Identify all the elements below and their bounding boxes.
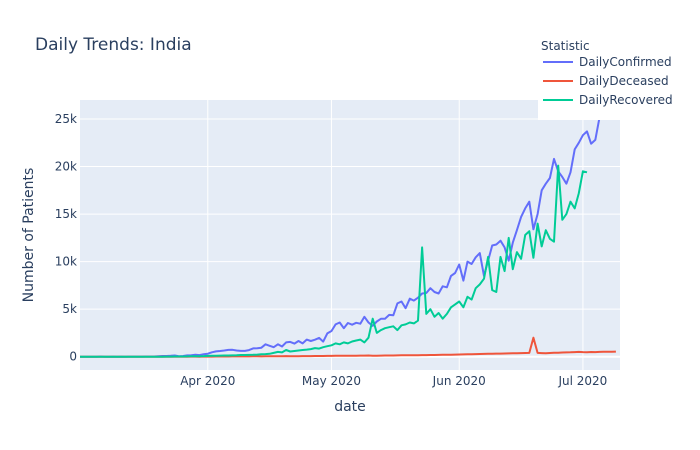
y-tick-label: 15k [55, 207, 77, 221]
legend-label: DailyDeceased [579, 74, 669, 88]
legend-label: DailyRecovered [579, 93, 673, 107]
y-tick-label: 0 [69, 350, 77, 364]
x-tick-labels: Apr 2020 May 2020 Jun 2020 Jul 2020 [180, 374, 607, 388]
x-tick-label: Apr 2020 [180, 374, 235, 388]
legend-item-dailyrecovered[interactable]: DailyRecovered [543, 93, 673, 107]
grid-layer [80, 100, 620, 370]
y-tick-label: 10k [55, 255, 77, 269]
legend-item-dailyconfirmed[interactable]: DailyConfirmed [543, 55, 672, 69]
y-tick-labels: 0 5k 10k 15k 20k 25k [55, 112, 77, 364]
x-tick-label: Jun 2020 [432, 374, 486, 388]
series-line-dailyrecovered [80, 164, 588, 358]
x-tick-label: May 2020 [302, 374, 361, 388]
y-axis-title: Number of Patients [21, 168, 37, 303]
y-tick-label: 5k [62, 302, 77, 316]
legend-items[interactable]: DailyConfirmed DailyDeceased DailyRecovere… [543, 55, 673, 107]
chart-title: Daily Trends: India [35, 35, 192, 55]
legend-title: Statistic [541, 39, 590, 53]
legend-item-dailydeceased[interactable]: DailyDeceased [543, 74, 669, 88]
legend[interactable]: Statistic DailyConfirmedDailyDeceasedDai… [538, 34, 698, 120]
y-tick-label: 25k [55, 112, 77, 126]
x-axis-title: date [334, 399, 366, 415]
legend-background [538, 34, 698, 120]
legend-label: DailyConfirmed [579, 55, 672, 69]
series-layer [80, 104, 616, 358]
x-tick-label: Jul 2020 [557, 374, 607, 388]
y-tick-label: 20k [55, 160, 77, 174]
